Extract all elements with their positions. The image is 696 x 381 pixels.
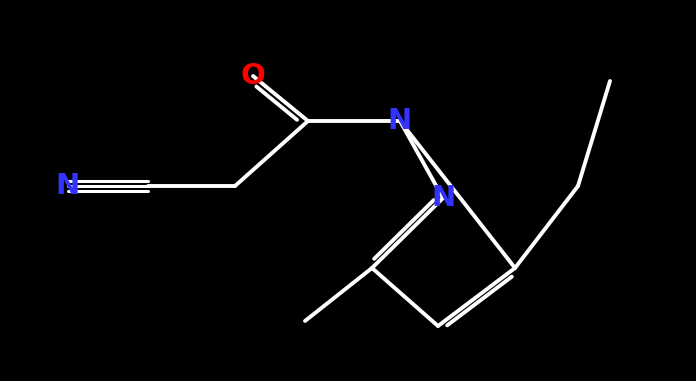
Text: N: N [388, 107, 412, 135]
Text: N: N [431, 184, 455, 212]
Text: N: N [56, 172, 80, 200]
Text: O: O [241, 62, 265, 90]
